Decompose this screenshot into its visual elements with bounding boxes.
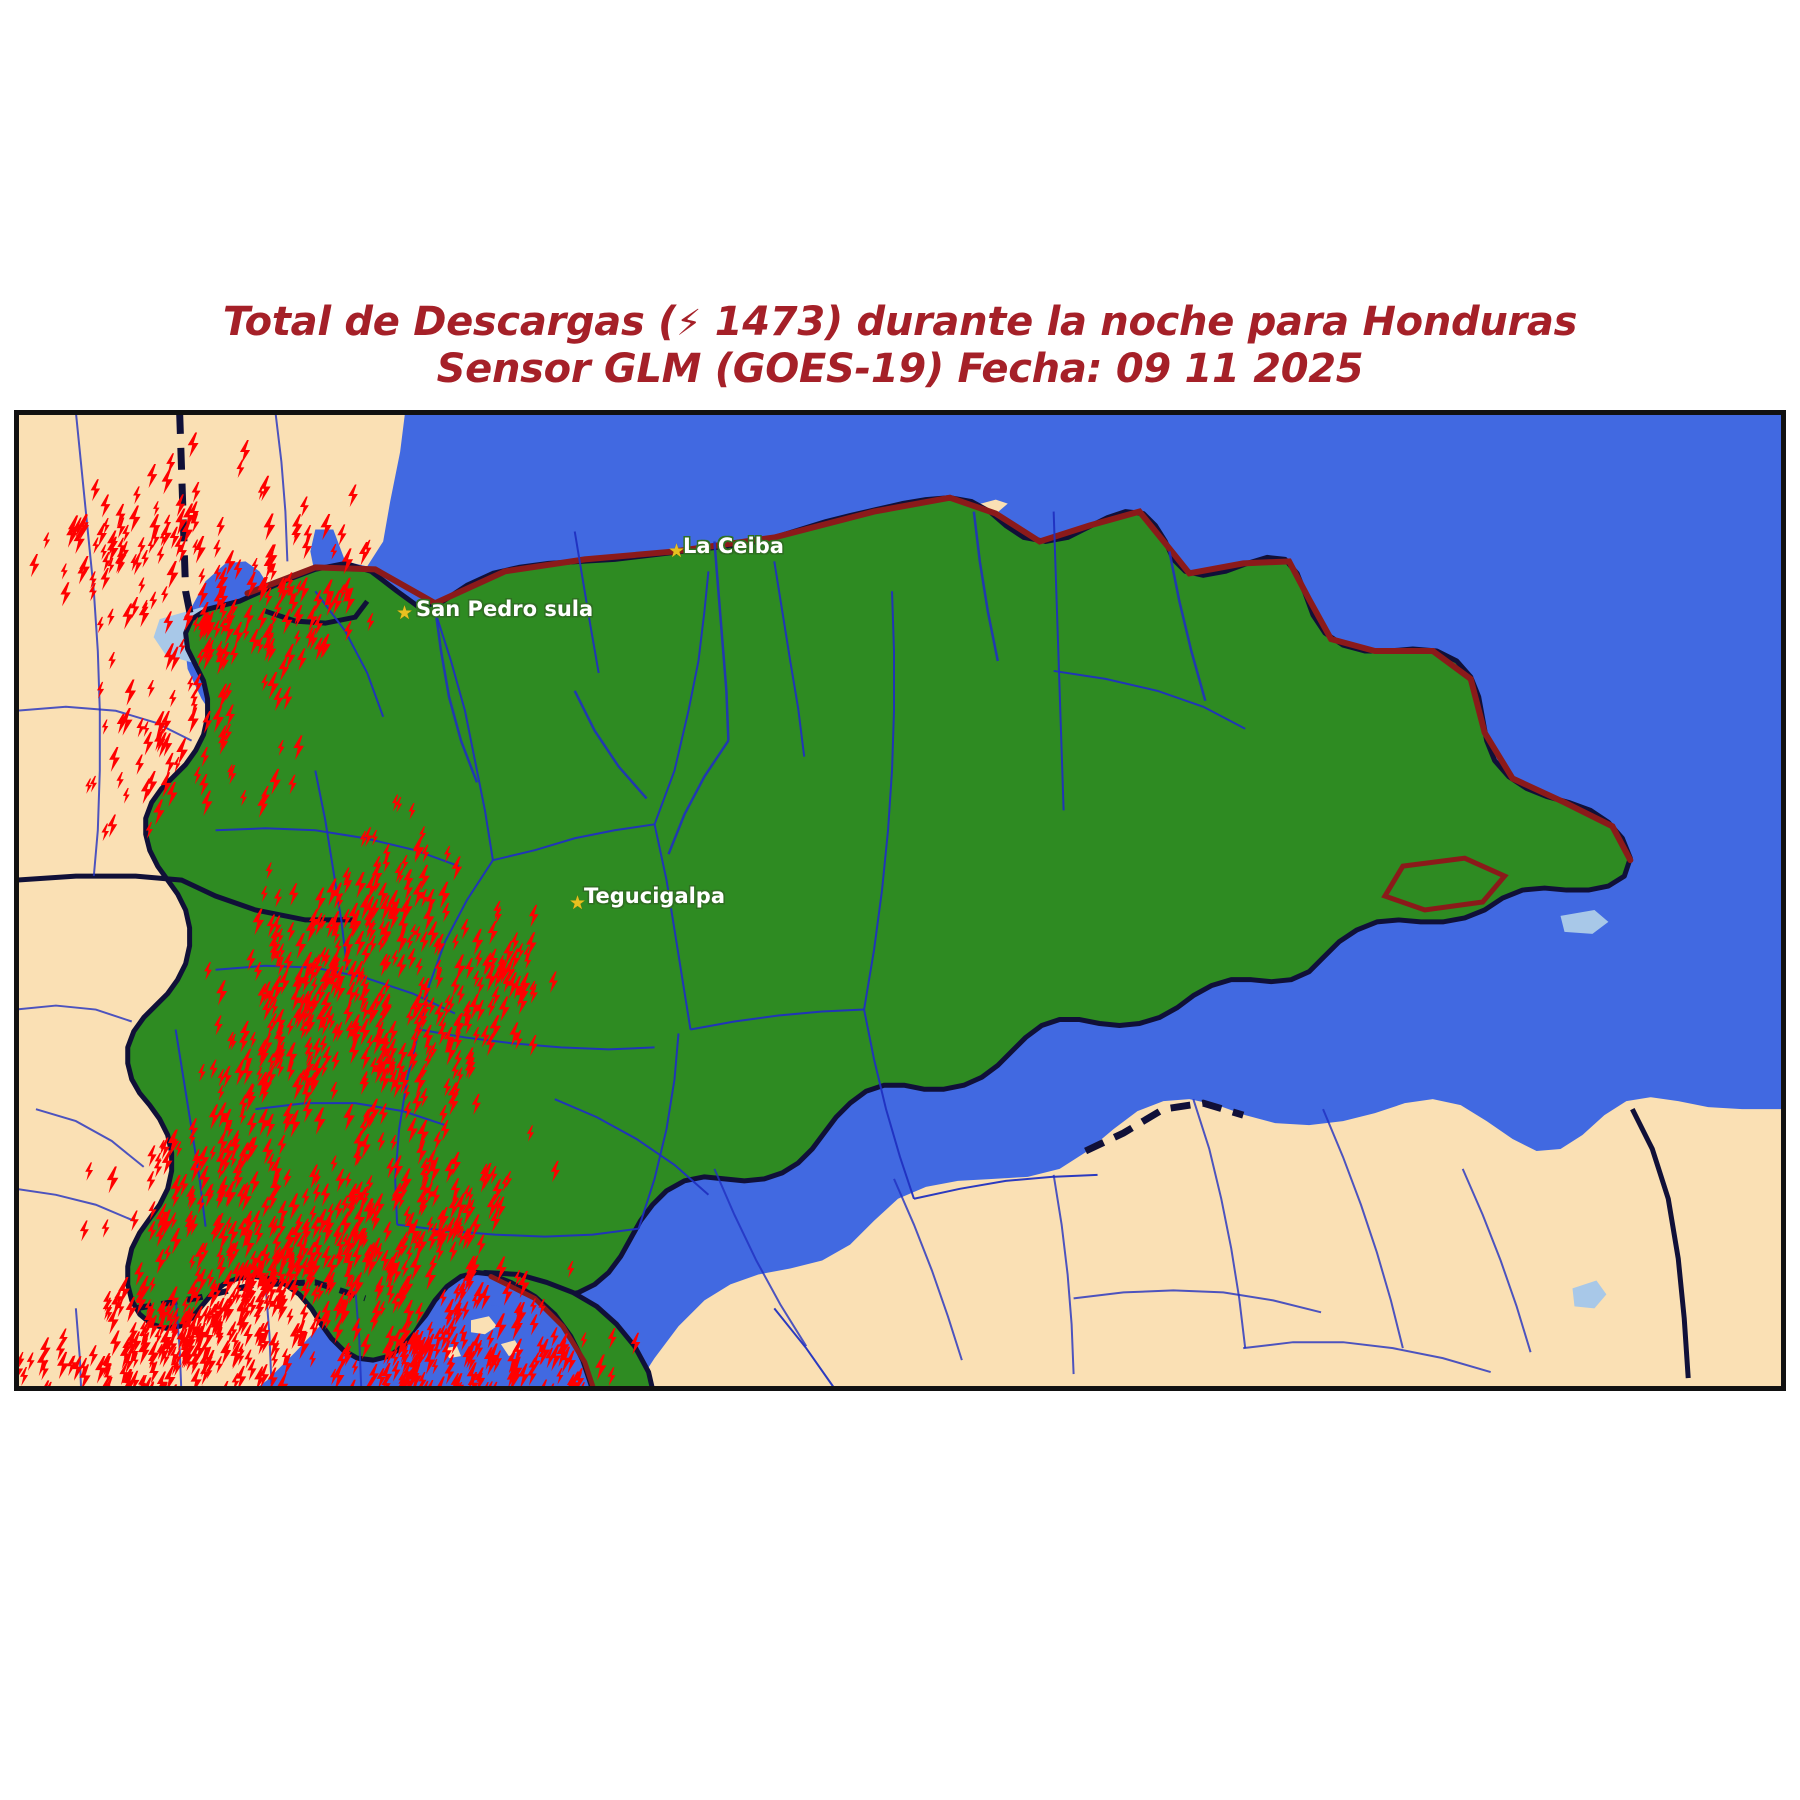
map-frame-border [16,412,1784,1389]
coast-accent-pacific [488,1273,597,1389]
coast-accent-caribbean [244,494,1634,864]
discharge-count: 1473 [714,299,825,345]
title-suffix: ) durante la noche para Honduras [824,299,1578,345]
land-southeast-nicaragua [634,1097,1784,1389]
island-small-offshore [1712,1268,1739,1285]
border-nicaragua-coast [1630,1108,1691,1379]
map-canvas[interactable]: ★ La Ceiba ★ San Pedro sula ★ Tegucigalp… [14,410,1786,1391]
fonseca-island-1 [470,1316,497,1335]
chart-title-block: Total de Descargas (⚡ 1473) durante la n… [0,300,1800,392]
rivers [433,511,1207,855]
page-title-line-2: Sensor GLM (GOES-19) Fecha: 09 11 2025 [436,345,1364,392]
lake-nicaragua-small [1572,1280,1607,1309]
lightning-bolt-icon: ⚡ [676,303,702,344]
fonseca-island-3 [445,1346,461,1359]
fonseca-island-2 [500,1340,521,1357]
border-honduras-nicaragua-dashed [1084,1099,1245,1155]
title-space [701,299,715,345]
city-marker-tegucigalpa: ★ [569,892,587,914]
page-title-line-1: Total de Descargas (⚡ 1473) durante la n… [0,300,1800,345]
lagoon-east [1560,909,1609,934]
title-prefix: Total de Descargas ( [222,299,677,345]
city-marker-la-ceiba: ★ [668,540,686,562]
city-marker-san-pedro-sula: ★ [396,602,414,624]
coast-accent-lagoon [1381,855,1509,913]
border-guatemala-mexico [16,873,356,923]
map-graphic [16,412,1784,1389]
